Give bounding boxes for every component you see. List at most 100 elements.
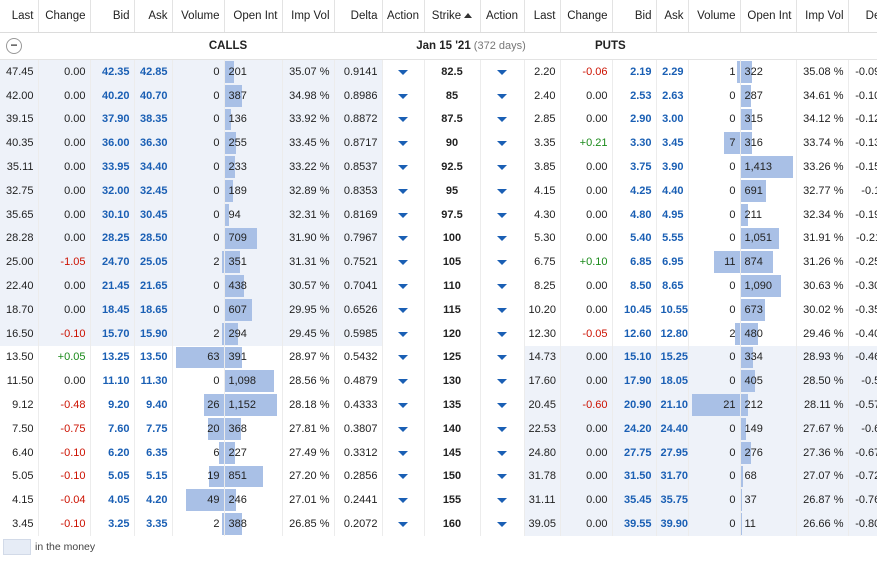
put-ask[interactable]: 2.63: [656, 83, 689, 108]
call-ask[interactable]: 30.45: [134, 202, 173, 227]
call-ask[interactable]: 7.75: [134, 416, 173, 441]
put-ask[interactable]: 10.55: [656, 297, 689, 322]
call-bid[interactable]: 40.20: [90, 83, 135, 108]
call-ask[interactable]: 6.35: [134, 440, 173, 465]
header-strike[interactable]: Strike: [424, 0, 481, 33]
header-call-last[interactable]: Last: [0, 0, 39, 33]
header-put-last[interactable]: Last: [524, 0, 561, 33]
header-call-open-int[interactable]: Open Int: [224, 0, 283, 33]
put-ask[interactable]: 3.00: [656, 107, 689, 132]
put-action-dropdown-icon[interactable]: [497, 188, 507, 194]
call-ask[interactable]: 13.50: [134, 345, 173, 370]
call-ask[interactable]: 3.35: [134, 512, 173, 536]
put-action-dropdown-icon[interactable]: [497, 141, 507, 147]
call-action-dropdown-icon[interactable]: [398, 69, 408, 75]
call-bid[interactable]: 5.05: [90, 464, 135, 489]
put-ask[interactable]: 24.40: [656, 416, 689, 441]
call-ask[interactable]: 42.85: [134, 59, 173, 84]
call-bid[interactable]: 11.10: [90, 369, 135, 394]
header-put-change[interactable]: Change: [560, 0, 613, 33]
put-bid[interactable]: 6.85: [612, 250, 657, 275]
put-bid[interactable]: 35.45: [612, 488, 657, 513]
call-action-dropdown-icon[interactable]: [398, 260, 408, 266]
call-action-dropdown-icon[interactable]: [398, 236, 408, 242]
put-ask[interactable]: 31.70: [656, 464, 689, 489]
put-ask[interactable]: 4.95: [656, 202, 689, 227]
call-action-dropdown-icon[interactable]: [398, 331, 408, 337]
call-bid[interactable]: 9.20: [90, 393, 135, 417]
call-action-dropdown-icon[interactable]: [398, 307, 408, 313]
put-bid[interactable]: 8.50: [612, 274, 657, 298]
call-bid[interactable]: 15.70: [90, 321, 135, 346]
header-put-delta[interactable]: Delta: [848, 0, 877, 33]
put-bid[interactable]: 2.90: [612, 107, 657, 132]
call-action-dropdown-icon[interactable]: [398, 141, 408, 147]
put-action-dropdown-icon[interactable]: [497, 260, 507, 266]
put-ask[interactable]: 3.90: [656, 155, 689, 179]
call-bid[interactable]: 36.00: [90, 131, 135, 156]
call-bid[interactable]: 28.25: [90, 226, 135, 251]
call-action-dropdown-icon[interactable]: [398, 450, 408, 456]
put-ask[interactable]: 21.10: [656, 393, 689, 417]
put-ask[interactable]: 6.95: [656, 250, 689, 275]
call-ask[interactable]: 28.50: [134, 226, 173, 251]
call-action-dropdown-icon[interactable]: [398, 426, 408, 432]
call-bid[interactable]: 32.00: [90, 178, 135, 203]
put-action-dropdown-icon[interactable]: [497, 403, 507, 409]
put-action-dropdown-icon[interactable]: [497, 426, 507, 432]
header-put-imp-vol[interactable]: Imp Vol: [796, 0, 849, 33]
header-put-open-int[interactable]: Open Int: [740, 0, 797, 33]
put-action-dropdown-icon[interactable]: [497, 307, 507, 313]
call-bid[interactable]: 7.60: [90, 416, 135, 441]
call-ask[interactable]: 9.40: [134, 393, 173, 417]
put-action-dropdown-icon[interactable]: [497, 69, 507, 75]
put-ask[interactable]: 4.40: [656, 178, 689, 203]
call-action-dropdown-icon[interactable]: [398, 379, 408, 385]
put-ask[interactable]: 3.45: [656, 131, 689, 156]
header-call-change[interactable]: Change: [38, 0, 91, 33]
call-action-dropdown-icon[interactable]: [398, 498, 408, 504]
put-action-dropdown-icon[interactable]: [497, 284, 507, 290]
call-bid[interactable]: 13.25: [90, 345, 135, 370]
sort-ascending-icon[interactable]: [464, 13, 473, 18]
call-ask[interactable]: 11.30: [134, 369, 173, 394]
call-action-dropdown-icon[interactable]: [398, 522, 408, 528]
call-bid[interactable]: 37.90: [90, 107, 135, 132]
call-ask[interactable]: 15.90: [134, 321, 173, 346]
put-bid[interactable]: 4.80: [612, 202, 657, 227]
header-call-imp-vol[interactable]: Imp Vol: [282, 0, 335, 33]
put-bid[interactable]: 24.20: [612, 416, 657, 441]
call-ask[interactable]: 21.65: [134, 274, 173, 298]
put-action-dropdown-icon[interactable]: [497, 355, 507, 361]
put-bid[interactable]: 2.53: [612, 83, 657, 108]
call-bid[interactable]: 4.05: [90, 488, 135, 513]
header-call-bid[interactable]: Bid: [90, 0, 135, 33]
put-action-dropdown-icon[interactable]: [497, 450, 507, 456]
put-action-dropdown-icon[interactable]: [497, 522, 507, 528]
call-ask[interactable]: 25.05: [134, 250, 173, 275]
call-ask[interactable]: 5.15: [134, 464, 173, 489]
put-ask[interactable]: 18.05: [656, 369, 689, 394]
put-bid[interactable]: 39.55: [612, 512, 657, 536]
call-action-dropdown-icon[interactable]: [398, 355, 408, 361]
call-ask[interactable]: 34.40: [134, 155, 173, 179]
put-ask[interactable]: 39.90: [656, 512, 689, 536]
call-ask[interactable]: 38.35: [134, 107, 173, 132]
put-bid[interactable]: 15.10: [612, 345, 657, 370]
call-action-dropdown-icon[interactable]: [398, 403, 408, 409]
put-bid[interactable]: 27.75: [612, 440, 657, 465]
call-action-dropdown-icon[interactable]: [398, 117, 408, 123]
call-bid[interactable]: 6.20: [90, 440, 135, 465]
call-bid[interactable]: 21.45: [90, 274, 135, 298]
put-ask[interactable]: 27.95: [656, 440, 689, 465]
header-put-bid[interactable]: Bid: [612, 0, 657, 33]
header-call-ask[interactable]: Ask: [134, 0, 173, 33]
call-action-dropdown-icon[interactable]: [398, 284, 408, 290]
call-ask[interactable]: 40.70: [134, 83, 173, 108]
call-ask[interactable]: 36.30: [134, 131, 173, 156]
put-ask[interactable]: 8.65: [656, 274, 689, 298]
put-action-dropdown-icon[interactable]: [497, 117, 507, 123]
put-action-dropdown-icon[interactable]: [497, 331, 507, 337]
header-call-delta[interactable]: Delta: [334, 0, 383, 33]
put-ask[interactable]: 5.55: [656, 226, 689, 251]
